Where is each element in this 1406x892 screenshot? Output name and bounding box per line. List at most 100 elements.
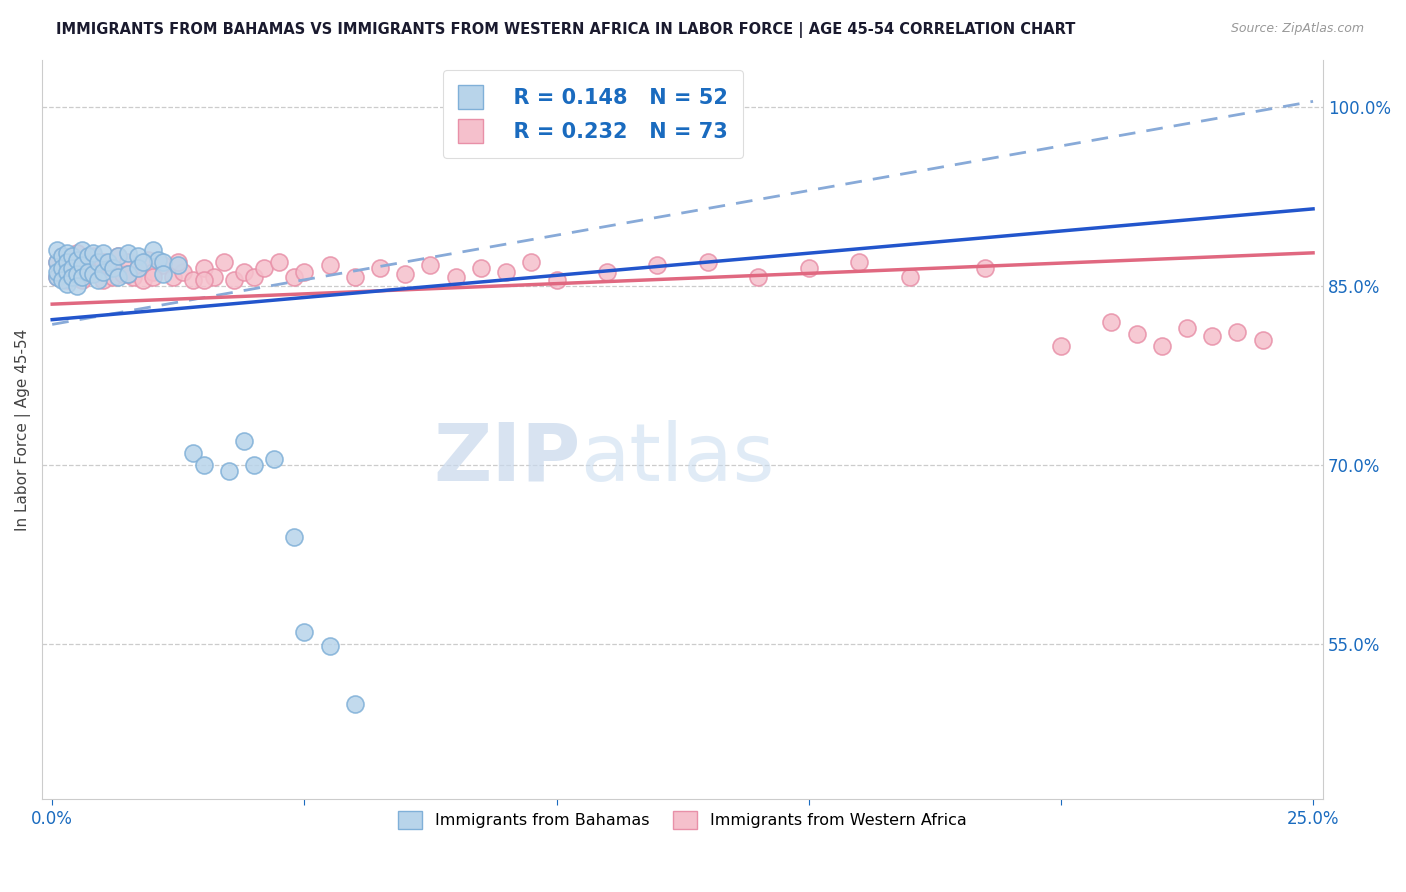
Immigrants from Bahamas: [46, 269, 69, 284]
Immigrants from Bahamas: [51, 273, 73, 287]
Immigrants from Western Africa: [91, 273, 114, 287]
Immigrants from Bahamas: [56, 245, 79, 260]
Immigrants from Western Africa: [132, 273, 155, 287]
Immigrants from Western Africa: [444, 269, 467, 284]
Immigrants from Western Africa: [1175, 321, 1198, 335]
Immigrants from Western Africa: [898, 269, 921, 284]
Immigrants from Bahamas: [86, 255, 108, 269]
Immigrants from Bahamas: [82, 245, 104, 260]
Immigrants from Western Africa: [101, 269, 124, 284]
Immigrants from Western Africa: [193, 273, 215, 287]
Immigrants from Bahamas: [232, 434, 254, 449]
Immigrants from Western Africa: [202, 269, 225, 284]
Immigrants from Western Africa: [232, 265, 254, 279]
Immigrants from Western Africa: [72, 261, 94, 276]
Immigrants from Western Africa: [368, 261, 391, 276]
Immigrants from Bahamas: [343, 697, 366, 711]
Immigrants from Western Africa: [91, 255, 114, 269]
Immigrants from Bahamas: [101, 261, 124, 276]
Immigrants from Western Africa: [1099, 315, 1122, 329]
Immigrants from Western Africa: [127, 261, 149, 276]
Immigrants from Bahamas: [66, 279, 89, 293]
Immigrants from Bahamas: [72, 244, 94, 258]
Immigrants from Western Africa: [974, 261, 997, 276]
Immigrants from Western Africa: [222, 273, 245, 287]
Text: IMMIGRANTS FROM BAHAMAS VS IMMIGRANTS FROM WESTERN AFRICA IN LABOR FORCE | AGE 4: IMMIGRANTS FROM BAHAMAS VS IMMIGRANTS FR…: [56, 22, 1076, 38]
Immigrants from Bahamas: [167, 258, 190, 272]
Immigrants from Western Africa: [1050, 339, 1073, 353]
Immigrants from Western Africa: [1226, 325, 1249, 339]
Immigrants from Western Africa: [596, 265, 619, 279]
Immigrants from Western Africa: [647, 258, 669, 272]
Immigrants from Western Africa: [172, 265, 194, 279]
Immigrants from Bahamas: [56, 265, 79, 279]
Immigrants from Bahamas: [193, 458, 215, 472]
Immigrants from Western Africa: [86, 265, 108, 279]
Immigrants from Western Africa: [107, 249, 129, 263]
Immigrants from Bahamas: [46, 255, 69, 269]
Immigrants from Western Africa: [142, 265, 165, 279]
Immigrants from Bahamas: [66, 252, 89, 267]
Immigrants from Western Africa: [797, 261, 820, 276]
Immigrants from Bahamas: [318, 640, 340, 654]
Immigrants from Western Africa: [253, 261, 276, 276]
Immigrants from Western Africa: [66, 269, 89, 284]
Legend: Immigrants from Bahamas, Immigrants from Western Africa: Immigrants from Bahamas, Immigrants from…: [392, 805, 973, 836]
Immigrants from Bahamas: [86, 273, 108, 287]
Immigrants from Bahamas: [82, 268, 104, 282]
Immigrants from Western Africa: [111, 268, 134, 282]
Immigrants from Bahamas: [46, 244, 69, 258]
Immigrants from Bahamas: [152, 268, 174, 282]
Immigrants from Western Africa: [520, 255, 543, 269]
Immigrants from Western Africa: [747, 269, 769, 284]
Immigrants from Western Africa: [470, 261, 492, 276]
Immigrants from Western Africa: [152, 258, 174, 272]
Immigrants from Western Africa: [394, 268, 416, 282]
Immigrants from Bahamas: [107, 249, 129, 263]
Immigrants from Western Africa: [848, 255, 870, 269]
Immigrants from Bahamas: [72, 258, 94, 272]
Immigrants from Western Africa: [696, 255, 718, 269]
Immigrants from Bahamas: [72, 269, 94, 284]
Immigrants from Bahamas: [117, 245, 139, 260]
Immigrants from Western Africa: [117, 255, 139, 269]
Immigrants from Bahamas: [76, 249, 98, 263]
Immigrants from Bahamas: [66, 268, 89, 282]
Immigrants from Western Africa: [82, 249, 104, 263]
Immigrants from Western Africa: [51, 249, 73, 263]
Immigrants from Western Africa: [76, 268, 98, 282]
Immigrants from Western Africa: [1125, 326, 1147, 341]
Immigrants from Western Africa: [318, 258, 340, 272]
Immigrants from Western Africa: [269, 255, 291, 269]
Immigrants from Bahamas: [56, 255, 79, 269]
Immigrants from Bahamas: [152, 255, 174, 269]
Immigrants from Bahamas: [91, 245, 114, 260]
Immigrants from Western Africa: [162, 269, 184, 284]
Immigrants from Bahamas: [127, 261, 149, 276]
Immigrants from Bahamas: [107, 269, 129, 284]
Immigrants from Western Africa: [243, 269, 266, 284]
Immigrants from Western Africa: [167, 255, 190, 269]
Immigrants from Western Africa: [56, 273, 79, 287]
Immigrants from Bahamas: [142, 244, 165, 258]
Immigrants from Western Africa: [292, 265, 315, 279]
Immigrants from Western Africa: [419, 258, 441, 272]
Immigrants from Bahamas: [243, 458, 266, 472]
Immigrants from Bahamas: [183, 446, 205, 460]
Immigrants from Western Africa: [46, 255, 69, 269]
Immigrants from Western Africa: [1251, 333, 1274, 347]
Text: ZIP: ZIP: [433, 420, 581, 498]
Immigrants from Bahamas: [56, 277, 79, 291]
Immigrants from Western Africa: [91, 255, 114, 269]
Immigrants from Bahamas: [218, 464, 240, 478]
Immigrants from Western Africa: [122, 269, 145, 284]
Immigrants from Western Africa: [283, 269, 305, 284]
Text: Source: ZipAtlas.com: Source: ZipAtlas.com: [1230, 22, 1364, 36]
Immigrants from Western Africa: [546, 273, 568, 287]
Immigrants from Bahamas: [76, 265, 98, 279]
Immigrants from Western Africa: [46, 269, 69, 284]
Immigrants from Western Africa: [212, 255, 235, 269]
Immigrants from Western Africa: [117, 268, 139, 282]
Immigrants from Western Africa: [76, 255, 98, 269]
Immigrants from Western Africa: [97, 258, 120, 272]
